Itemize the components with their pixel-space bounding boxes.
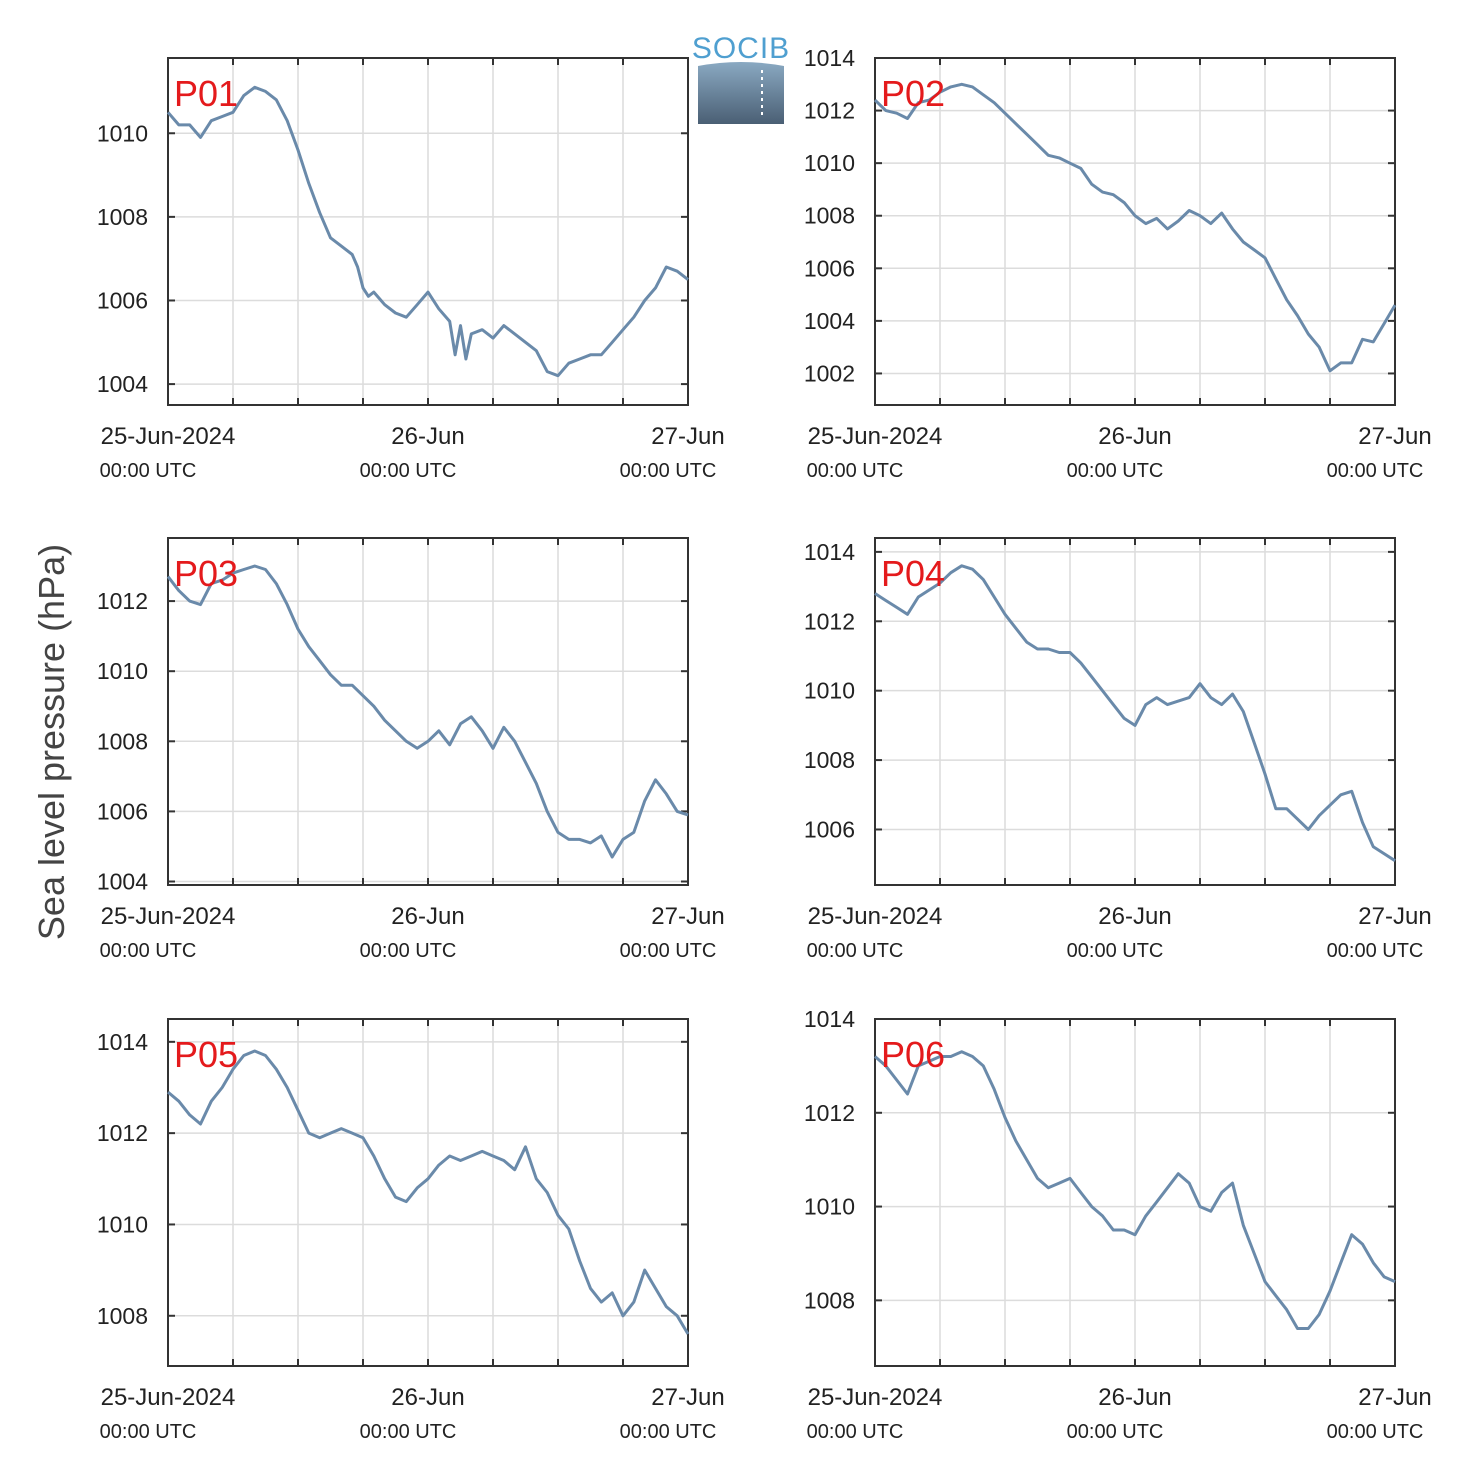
- x-tick-label-date: 27-Jun: [651, 1384, 724, 1411]
- x-tick-label-date: 25-Jun-2024: [101, 423, 236, 450]
- station-label: P04: [881, 553, 945, 594]
- x-tick-label-time: 00:00 UTC: [807, 1421, 904, 1443]
- y-tick-label: 1008: [97, 204, 148, 230]
- station-label: P05: [174, 1034, 238, 1075]
- y-tick-label: 1012: [97, 588, 148, 614]
- x-tick-label-date: 25-Jun-2024: [808, 903, 943, 930]
- x-tick-label-date: 25-Jun-2024: [808, 423, 943, 450]
- x-tick-label-time: 00:00 UTC: [100, 1421, 197, 1443]
- x-tick-label-time: 00:00 UTC: [620, 1421, 717, 1443]
- station-label: P01: [174, 73, 238, 114]
- x-tick-label-date: 27-Jun: [1358, 423, 1431, 450]
- y-tick-label: 1010: [804, 678, 855, 704]
- x-tick-label-date: 27-Jun: [651, 903, 724, 930]
- y-tick-label: 1006: [804, 816, 855, 842]
- y-tick-label: 1010: [97, 658, 148, 684]
- y-tick-label: 1004: [97, 868, 148, 894]
- y-tick-label: 1008: [97, 1303, 148, 1329]
- x-tick-label-date: 26-Jun: [1098, 1384, 1171, 1411]
- pressure-series-line: [167, 1049, 690, 1335]
- station-label: P02: [881, 73, 945, 114]
- x-tick-label-time: 00:00 UTC: [100, 460, 197, 482]
- x-tick-label-date: 26-Jun: [1098, 903, 1171, 930]
- x-tick-label-date: 26-Jun: [1098, 423, 1171, 450]
- station-label: P06: [881, 1034, 945, 1075]
- x-tick-label-time: 00:00 UTC: [1327, 1421, 1424, 1443]
- y-tick-label: 1008: [97, 728, 148, 754]
- grid: [874, 538, 1396, 885]
- x-tick-label-date: 27-Jun: [1358, 903, 1431, 930]
- chart-panel-p02: 1002 1004 1006 1008 1010 1012 1014 25-Jun-2024 0…: [804, 45, 1432, 482]
- y-tick-label: 1008: [804, 1287, 855, 1313]
- x-tick-label-time: 00:00 UTC: [360, 1421, 457, 1443]
- station-label: P03: [174, 553, 238, 594]
- pressure-series-line: [166, 85, 689, 378]
- x-tick-label-time: 00:00 UTC: [1067, 460, 1164, 482]
- x-tick-label-time: 00:00 UTC: [1327, 460, 1424, 482]
- grid: [167, 58, 689, 405]
- y-tick-label: 1004: [97, 371, 148, 397]
- chart-panel-p01: 1004 1006 1008 1010 25-Jun-2024 00:00 UTC 26-J…: [97, 57, 725, 482]
- y-tick-label: 1014: [97, 1029, 148, 1055]
- chart-panel-p06: 1008 1010 1012 1014 25-Jun-2024 00:00 UTC 26-J…: [804, 1006, 1432, 1443]
- x-tick-label-date: 27-Jun: [651, 423, 724, 450]
- x-tick-label-date: 25-Jun-2024: [101, 1384, 236, 1411]
- y-tick-label: 1006: [804, 255, 855, 281]
- x-tick-label-date: 26-Jun: [391, 903, 464, 930]
- x-tick-label-time: 00:00 UTC: [360, 460, 457, 482]
- y-tick-label: 1008: [804, 747, 855, 773]
- y-tick-label: 1012: [804, 98, 855, 124]
- pressure-series-line: [166, 564, 689, 859]
- x-tick-label-time: 00:00 UTC: [620, 940, 717, 962]
- x-tick-label-time: 00:00 UTC: [807, 460, 904, 482]
- y-tick-label: 1010: [97, 120, 148, 146]
- logo-wave-shape: [698, 62, 784, 124]
- y-tick-label: 1010: [804, 150, 855, 176]
- x-tick-label-time: 00:00 UTC: [620, 460, 717, 482]
- y-tick-label: 1006: [97, 798, 148, 824]
- chart-panel-p04: 1006 1008 1010 1012 1014 25-Jun-2024 00:00 UTC…: [804, 537, 1432, 962]
- x-tick-label-time: 00:00 UTC: [807, 940, 904, 962]
- chart-panel-p03: 1004 1006 1008 1010 1012 25-Jun-2024 00:00 UTC…: [97, 537, 725, 962]
- x-tick-label-time: 00:00 UTC: [1067, 1421, 1164, 1443]
- grid: [874, 57, 1396, 405]
- y-tick-label: 1008: [804, 203, 855, 229]
- chart-panel-p05: 1008 1010 1012 1014 25-Jun-2024 00:00 UTC 26-J…: [97, 1018, 725, 1443]
- x-tick-label-date: 25-Jun-2024: [808, 1384, 943, 1411]
- y-tick-label: 1010: [804, 1194, 855, 1220]
- grid: [167, 538, 689, 885]
- x-tick-label-time: 00:00 UTC: [100, 940, 197, 962]
- y-tick-label: 1014: [804, 45, 855, 71]
- x-tick-label-time: 00:00 UTC: [1067, 940, 1164, 962]
- pressure-series-line: [873, 82, 1397, 373]
- grid: [167, 1019, 689, 1366]
- y-tick-label: 1014: [804, 1006, 855, 1032]
- x-tick-label-date: 25-Jun-2024: [101, 903, 236, 930]
- x-tick-label-date: 27-Jun: [1358, 1384, 1431, 1411]
- x-tick-label-time: 00:00 UTC: [1327, 940, 1424, 962]
- y-tick-label: 1002: [804, 360, 855, 386]
- pressure-series-line: [874, 564, 1396, 862]
- y-tick-label: 1012: [804, 1100, 855, 1126]
- x-tick-label-time: 00:00 UTC: [360, 940, 457, 962]
- x-tick-label-date: 26-Jun: [391, 1384, 464, 1411]
- logo-text: SOCIB: [692, 32, 790, 65]
- y-tick-label: 1010: [97, 1211, 148, 1237]
- socib-logo: SOCIB: [692, 32, 790, 124]
- x-tick-label-date: 26-Jun: [391, 423, 464, 450]
- y-tick-label: 1012: [804, 608, 855, 634]
- y-tick-label: 1004: [804, 308, 855, 334]
- y-tick-label: 1012: [97, 1120, 148, 1146]
- grid: [874, 1018, 1396, 1366]
- y-axis-label: Sea level pressure (hPa): [31, 544, 72, 940]
- pressure-series-line: [874, 1050, 1396, 1330]
- y-tick-label: 1006: [97, 287, 148, 313]
- y-tick-label: 1014: [804, 539, 855, 565]
